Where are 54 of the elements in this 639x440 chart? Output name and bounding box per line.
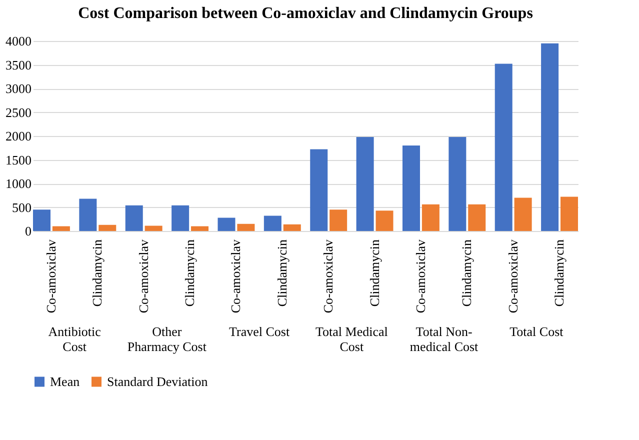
y-tick-label: 1000: [6, 176, 32, 191]
bar: [264, 216, 282, 231]
bar: [98, 224, 116, 231]
bar: [560, 196, 578, 231]
x-tick-label: Clindamycin: [366, 239, 382, 307]
bar: [191, 226, 209, 231]
legend-label: Standard Deviation: [107, 374, 208, 389]
x-tick-label: Clindamycin: [274, 239, 290, 307]
bar: [172, 205, 190, 231]
bar: [144, 226, 162, 231]
bar: [356, 136, 374, 231]
x-tick-label: Co-amoxiclav: [228, 239, 244, 314]
x-tick-label: Clindamycin: [552, 239, 567, 307]
bar: [125, 205, 143, 231]
legend-label: Mean: [50, 374, 80, 389]
bar: [283, 224, 301, 231]
x-tick-label: Clindamycin: [182, 239, 198, 307]
y-tick-label: 0: [25, 224, 32, 238]
x-tick-label: Co-amoxiclav: [136, 239, 151, 314]
bar: [468, 204, 486, 231]
bar: [33, 210, 50, 231]
x-tick-label: Co-amoxiclav: [43, 239, 58, 314]
y-tick-label: 2000: [6, 128, 32, 144]
bar: [237, 224, 255, 231]
chart-title: Cost Comparison between Co-amoxiclav and Clindamycin Groups: [78, 5, 533, 22]
y-tick-label: 3000: [6, 81, 32, 96]
y-tick-label: 4000: [6, 34, 32, 48]
text: Travel Cost: [229, 324, 290, 339]
bar: [422, 204, 440, 231]
y-tick-label: 500: [12, 200, 32, 215]
bar: [310, 149, 328, 231]
x-tick-label: Clindamycin: [90, 239, 105, 307]
bar: [541, 43, 559, 231]
x-tick-label: Co-amoxiclav: [412, 239, 428, 314]
text: Antibiotic Cost: [48, 324, 102, 354]
x-tick-label: Co-amoxiclav: [320, 239, 336, 314]
y-tick-label: 2500: [6, 104, 32, 120]
text: Other Pharmacy Cost: [127, 324, 207, 354]
y-tick-label: 3500: [6, 57, 32, 72]
bar: [52, 226, 70, 231]
text: Total Non-medical Cost: [410, 324, 479, 354]
bar: [330, 210, 348, 231]
bar: [376, 210, 394, 231]
bar: [218, 218, 236, 231]
x-tick-label: Co-amoxiclav: [505, 239, 520, 314]
bar: [79, 198, 97, 231]
bar: [514, 198, 532, 231]
x-tick-label: Clindamycin: [459, 239, 474, 307]
bar: [402, 146, 420, 231]
bar: [494, 64, 512, 231]
y-tick-label: 1500: [6, 152, 32, 168]
text: Total Medical Cost: [316, 324, 388, 354]
bar: [448, 136, 466, 231]
text: Total Cost: [510, 324, 564, 339]
